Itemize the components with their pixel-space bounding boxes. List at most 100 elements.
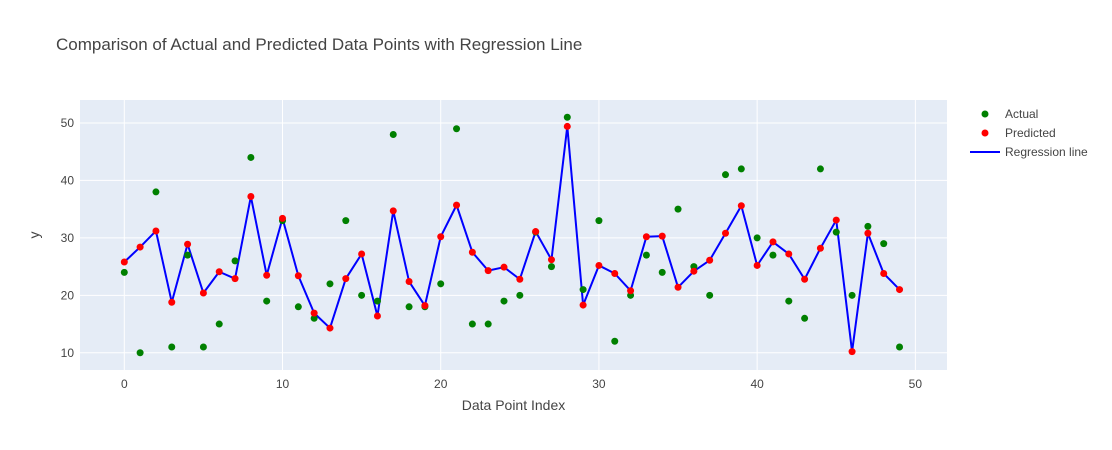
actual-point [864,222,872,230]
predicted-point [547,256,555,264]
predicted-point [785,250,793,258]
actual-point [231,257,239,265]
actual-point [848,291,856,299]
actual-point [373,297,381,305]
axis-ticks: 0 10 20 30 40 50 10 20 30 40 50 [61,116,923,391]
actual-point [484,320,492,328]
predicted-point [848,348,856,356]
legend-label: Predicted [1005,126,1056,140]
predicted-point [532,228,540,236]
predicted-point [500,263,508,271]
actual-point [722,171,730,179]
regression-line [123,125,901,353]
actual-point [152,188,160,196]
legend-item[interactable]: Predicted [981,126,1056,140]
legend-item[interactable]: Actual [981,107,1039,121]
series-layer [120,113,904,357]
predicted-point [516,275,524,283]
predicted-point [627,287,635,295]
predicted-point [864,229,872,237]
y-tick-label: 40 [61,173,75,187]
actual-point [405,303,413,311]
predicted-point [294,272,302,280]
legend-marker-swatch [981,129,989,137]
x-axis-title: Data Point Index [462,397,566,413]
actual-point [215,320,223,328]
predicted-point [642,233,650,241]
predicted-point [421,302,429,310]
predicted-point [279,214,287,222]
legend-item[interactable]: Regression line [970,145,1088,159]
actual-point [563,113,571,121]
legend-label: Regression line [1005,145,1088,159]
predicted-point [706,256,714,264]
y-tick-label: 20 [61,288,75,302]
actual-point [816,165,824,173]
y-tick-label: 50 [61,116,75,130]
actual-point [785,297,793,305]
predicted-point [832,216,840,224]
predicted-point [722,229,730,237]
plot-area [80,100,947,370]
predicted-point [484,267,492,275]
predicted-point [453,201,461,209]
predicted-point [816,244,824,252]
predicted-point [801,275,809,283]
predicted-point [199,289,207,297]
actual-point [896,343,904,351]
actual-point [642,251,650,259]
y-tick-label: 30 [61,231,75,245]
predicted-point [690,267,698,275]
actual-point [737,165,745,173]
predicted-point [184,240,192,248]
actual-point [753,234,761,242]
actual-point [547,263,555,271]
actual-point [674,205,682,213]
actual-point [389,130,397,138]
y-tick-label: 10 [61,346,75,360]
actual-point [437,280,445,288]
predicted-point [769,238,777,246]
y-axis-title: y [26,232,42,239]
predicted-point [152,227,160,235]
legend-marker-swatch [981,110,989,118]
actual-point [168,343,176,351]
actual-point [342,217,350,225]
predicted-point [563,122,571,130]
actual-point [184,251,192,259]
predicted-point [136,243,144,251]
predicted-point [263,271,271,279]
predicted-point [611,269,619,277]
actual-point [326,280,334,288]
predicted-point [120,258,128,266]
actual-point [358,291,366,299]
predicted-point [215,268,223,276]
predicted-point [310,309,318,317]
x-tick-label: 30 [592,377,606,391]
actual-point [769,251,777,259]
predicted-point [737,202,745,210]
predicted-point [373,312,381,320]
actual-point [453,125,461,133]
actual-point [294,303,302,311]
x-tick-label: 50 [909,377,923,391]
predicted-point [389,207,397,215]
actual-point [468,320,476,328]
legend: Actual Predicted Regression line [970,107,1088,159]
actual-point [595,217,603,225]
actual-point [516,291,524,299]
actual-point [706,291,714,299]
predicted-point [437,233,445,241]
predicted-point [896,286,904,294]
actual-point [136,349,144,357]
x-tick-label: 40 [750,377,764,391]
predicted-point [595,261,603,269]
actual-point [611,337,619,345]
predicted-point [880,269,888,277]
predicted-point [579,301,587,309]
actual-point [832,228,840,236]
x-tick-label: 0 [121,377,128,391]
predicted-point [358,250,366,258]
actual-point [199,343,207,351]
